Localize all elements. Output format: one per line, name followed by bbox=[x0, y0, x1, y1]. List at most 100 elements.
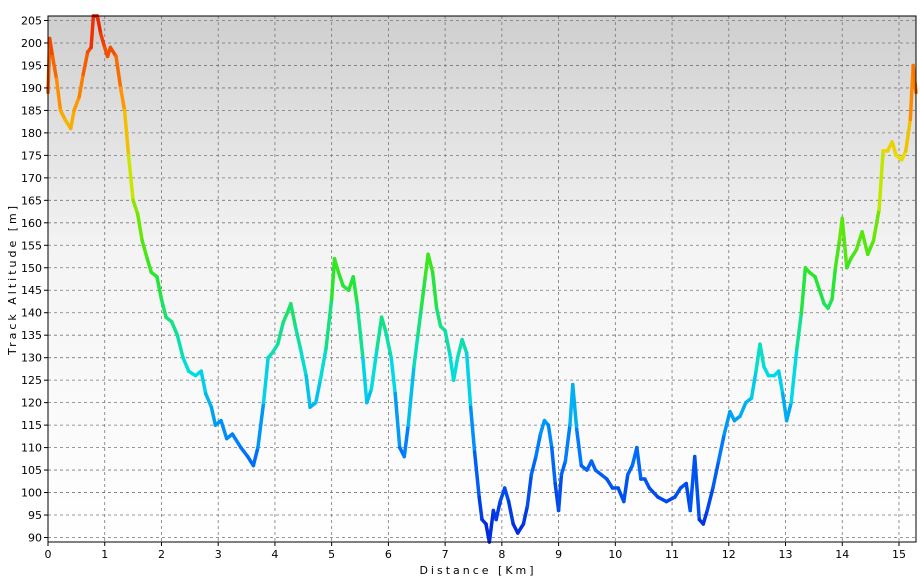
y-tick-label: 95 bbox=[28, 509, 42, 522]
altitude-line-segment bbox=[416, 306, 424, 337]
altitude-line-segment bbox=[68, 108, 76, 131]
x-tick-label: 11 bbox=[665, 548, 679, 561]
altitude-line-segment bbox=[230, 432, 243, 450]
altitude-line-segment bbox=[692, 454, 702, 522]
altitude-line-segment bbox=[877, 149, 885, 212]
y-tick-label: 150 bbox=[21, 262, 42, 275]
y-tick-label: 115 bbox=[21, 419, 42, 432]
altitude-line-segment bbox=[559, 459, 568, 477]
altitude-line-segment bbox=[50, 54, 59, 81]
altitude-line-segment bbox=[145, 257, 154, 275]
altitude-line-segment bbox=[460, 337, 469, 355]
altitude-line-segment bbox=[77, 72, 85, 99]
altitude-line-segment bbox=[95, 14, 103, 36]
altitude-line-segment bbox=[336, 270, 345, 288]
y-tick-label: 125 bbox=[21, 374, 42, 387]
altitude-line-segment bbox=[351, 275, 359, 306]
altitude-line-segment bbox=[904, 117, 913, 153]
altitude-line-segment bbox=[840, 216, 849, 270]
x-tick-label: 2 bbox=[158, 548, 165, 561]
altitude-line-segment bbox=[375, 315, 384, 351]
x-tick-label: 7 bbox=[442, 548, 449, 561]
altitude-line-segment bbox=[477, 495, 484, 522]
altitude-line-segment bbox=[332, 257, 341, 275]
altitude-line-segment bbox=[494, 499, 502, 522]
y-tick-label: 135 bbox=[21, 329, 42, 342]
altitude-line-segment bbox=[140, 239, 150, 261]
y-tick-label: 165 bbox=[21, 194, 42, 207]
x-tick-label: 4 bbox=[271, 548, 278, 561]
altitude-line-segment bbox=[871, 207, 881, 243]
altitude-line-segment bbox=[647, 486, 660, 499]
altitude-line-segment bbox=[443, 328, 452, 355]
altitude-line-segment bbox=[550, 445, 557, 486]
altitude-line-segment bbox=[506, 499, 515, 526]
altitude-line-segment bbox=[314, 378, 323, 405]
altitude-line-segment bbox=[833, 239, 842, 270]
altitude-line-segment bbox=[521, 504, 530, 526]
y-tick-label: 100 bbox=[21, 487, 42, 500]
x-tick-label: 15 bbox=[892, 548, 906, 561]
altitude-line-segment bbox=[574, 427, 584, 468]
altitude-series bbox=[46, 14, 918, 544]
altitude-line-segment bbox=[412, 333, 420, 369]
altitude-line-segment bbox=[256, 400, 266, 450]
y-tick-label: 180 bbox=[21, 127, 42, 140]
altitude-line-segment bbox=[605, 477, 615, 490]
altitude-line-segment bbox=[406, 364, 416, 427]
altitude-line-segment bbox=[502, 486, 511, 504]
altitude-line-segment bbox=[54, 77, 63, 113]
altitude-line-segment bbox=[209, 405, 218, 427]
x-tick-label: 9 bbox=[555, 548, 562, 561]
altitude-line-segment bbox=[402, 423, 410, 459]
altitude-line-segment bbox=[239, 445, 250, 459]
y-axis-ticks: 90 95 100 105 110 115 120 125 130 135 140 145 150 155… bbox=[21, 14, 48, 545]
altitude-line-segment bbox=[701, 508, 709, 526]
altitude-line-segment bbox=[365, 387, 374, 405]
y-tick-label: 170 bbox=[21, 172, 42, 185]
altitude-line-segment bbox=[293, 324, 303, 351]
altitude-line-segment bbox=[81, 50, 90, 77]
altitude-line-segment bbox=[251, 445, 260, 468]
altitude-line-segment bbox=[849, 248, 859, 261]
altitude-line-segment bbox=[114, 54, 123, 90]
y-tick-label: 160 bbox=[21, 217, 42, 230]
altitude-line-segment bbox=[369, 346, 379, 391]
y-tick-label: 185 bbox=[21, 104, 42, 117]
y-tick-label: 105 bbox=[21, 464, 42, 477]
altitude-line-segment bbox=[546, 423, 554, 450]
plot-frame bbox=[47, 15, 917, 543]
altitude-line-segment bbox=[529, 454, 538, 477]
altitude-line-segment bbox=[487, 508, 496, 544]
y-tick-label: 190 bbox=[21, 82, 42, 95]
altitude-line-segment bbox=[47, 36, 55, 59]
altitude-line-segment bbox=[451, 355, 460, 382]
altitude-line-segment bbox=[329, 257, 337, 301]
altitude-line-segment bbox=[716, 432, 726, 463]
x-tick-label: 1 bbox=[101, 548, 108, 561]
altitude-line-segment bbox=[383, 328, 393, 360]
altitude-line-segment bbox=[711, 459, 721, 490]
altitude-line-segment bbox=[289, 301, 298, 328]
altitude-line-segment bbox=[515, 522, 526, 535]
altitude-line-segment bbox=[159, 297, 168, 319]
x-tick-label: 12 bbox=[722, 548, 736, 561]
altitude-line-segment bbox=[122, 108, 131, 158]
altitude-line-segment bbox=[131, 198, 140, 216]
altitude-line-segment bbox=[324, 297, 334, 351]
altitude-line-segment bbox=[118, 86, 127, 113]
altitude-line-segment bbox=[705, 486, 715, 513]
altitude-line-segment bbox=[563, 423, 572, 463]
altitude-line-segment bbox=[830, 266, 838, 301]
altitude-line-segment bbox=[181, 355, 191, 373]
altitude-line-segment bbox=[393, 391, 402, 450]
altitude-line-segment bbox=[219, 418, 229, 441]
y-axis-title: Track Altitude [m] bbox=[6, 203, 19, 356]
altitude-line-segment bbox=[108, 45, 118, 59]
altitude-line-segment bbox=[468, 405, 477, 454]
y-tick-label: 145 bbox=[21, 284, 42, 297]
altitude-line-segment bbox=[464, 351, 473, 409]
altitude-line-segment bbox=[298, 346, 308, 378]
altitude-line-segment bbox=[749, 369, 758, 400]
